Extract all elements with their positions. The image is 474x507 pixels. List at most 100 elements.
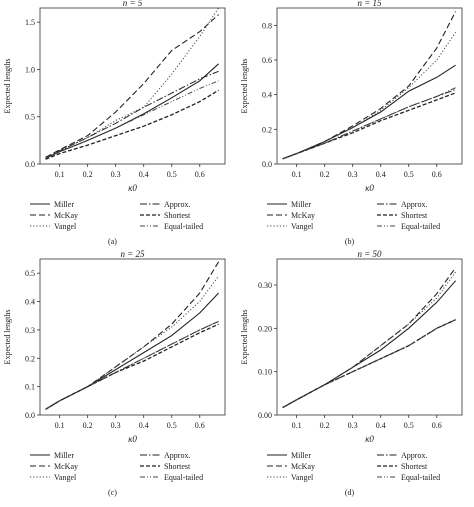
x-tick-label: 0.6: [195, 170, 205, 179]
x-tick-label: 0.5: [404, 170, 414, 179]
legend-label-shortest: Shortest: [164, 211, 191, 220]
series-line-miller: [45, 292, 219, 410]
series-line-approx: [282, 89, 456, 160]
legend-label-equal: Equal-tailed: [164, 473, 203, 482]
y-tick-label: 0.10: [258, 368, 272, 377]
legend-label-vangel: Vangel: [54, 473, 77, 482]
x-tick-label: 0.4: [376, 170, 386, 179]
x-tick-label: 0.4: [376, 421, 386, 430]
chart-panel-3: n = 25 0.1 0.2 0.3 0.4 0.5 0.6 0.0 0.1 0.2 0.3 0.4 0…: [3, 249, 226, 497]
panel-caption: (b): [345, 237, 355, 246]
series-line-miller: [282, 64, 456, 160]
series-line-mckay: [45, 261, 220, 410]
y-tick-label: 0.4: [25, 298, 35, 307]
y-tick-label: 0.6: [262, 56, 272, 65]
y-axis-label: Expected lengths: [240, 59, 249, 114]
legend-label-mckay: McKay: [291, 462, 315, 471]
series-line-vangel: [45, 7, 220, 159]
x-tick-label: 0.1: [55, 170, 65, 179]
x-tick-label: 0.6: [432, 170, 442, 179]
x-tick-label: 0.1: [292, 170, 302, 179]
series-line-vangel: [282, 271, 457, 409]
x-tick-label: 0.6: [432, 421, 442, 430]
panel-caption: (d): [345, 488, 355, 497]
y-tick-label: 0.2: [262, 125, 272, 134]
legend-label-vangel: Vangel: [291, 222, 314, 231]
y-tick-label: 0.30: [258, 281, 272, 290]
chart-title: n = 5: [123, 0, 143, 8]
series-line-equal: [282, 319, 456, 409]
panel-caption: (c): [108, 488, 117, 497]
series-line-equal: [45, 80, 219, 159]
y-tick-label: 0.1: [25, 383, 35, 392]
plot-frame: [276, 7, 463, 165]
series-line-mckay: [282, 267, 457, 409]
x-tick-label: 0.1: [55, 421, 65, 430]
chart-panel-4: n = 50 0.1 0.2 0.3 0.4 0.5 0.6 0.00 0.10 0.20 0.30…: [240, 249, 463, 497]
chart-title: n = 50: [357, 249, 382, 259]
y-tick-label: 0.3: [25, 326, 35, 335]
x-tick-label: 0.6: [195, 421, 205, 430]
y-tick-label: 0.00: [258, 411, 272, 420]
chart-title: n = 15: [357, 0, 382, 8]
series-line-shortest: [282, 92, 456, 160]
x-tick-label: 0.1: [292, 421, 302, 430]
chart-title: n = 25: [120, 249, 145, 259]
legend-label-equal: Equal-tailed: [401, 473, 440, 482]
y-tick-label: 0.0: [25, 411, 35, 420]
series-line-shortest: [45, 89, 219, 160]
y-tick-label: 0.5: [25, 269, 35, 278]
legend-label-miller: Miller: [54, 200, 74, 209]
x-tick-label: 0.5: [404, 421, 414, 430]
x-axis-label: κ0: [128, 183, 137, 193]
y-tick-label: 0.4: [262, 91, 272, 100]
series-line-equal: [45, 320, 219, 410]
plot-frame: [276, 258, 463, 416]
x-axis-label: κ0: [128, 434, 137, 444]
y-tick-label: 0.8: [262, 21, 272, 30]
legend-label-mckay: McKay: [54, 462, 78, 471]
plot-frame: [39, 7, 226, 165]
series-line-vangel: [45, 275, 220, 410]
x-tick-label: 0.3: [348, 170, 358, 179]
y-tick-label: 1.0: [25, 65, 35, 74]
legend-label-shortest: Shortest: [164, 462, 191, 471]
x-tick-label: 0.5: [167, 421, 177, 430]
x-tick-label: 0.2: [83, 170, 93, 179]
x-tick-label: 0.3: [348, 421, 358, 430]
x-tick-label: 0.5: [167, 170, 177, 179]
x-axis-label: κ0: [365, 434, 374, 444]
legend-label-approx: Approx.: [401, 200, 427, 209]
y-tick-label: 0.0: [25, 160, 35, 169]
x-tick-label: 0.3: [111, 170, 121, 179]
y-tick-label: 0.5: [25, 113, 35, 122]
legend-label-equal: Equal-tailed: [401, 222, 440, 231]
x-tick-label: 0.2: [320, 170, 330, 179]
series-line-miller: [282, 280, 457, 409]
legend-label-shortest: Shortest: [401, 211, 428, 220]
chart-panel-1: n = 5 0.1 0.2 0.3 0.4 0.5 0.6 0.0 0.5 1.0 1.5 κ0 Exp…: [3, 0, 226, 246]
x-tick-label: 0.2: [83, 421, 93, 430]
legend-label-equal: Equal-tailed: [164, 222, 203, 231]
x-tick-label: 0.2: [320, 421, 330, 430]
series-line-shortest: [45, 323, 219, 410]
legend-label-vangel: Vangel: [291, 473, 314, 482]
x-tick-label: 0.4: [139, 170, 149, 179]
y-tick-label: 0.2: [25, 354, 35, 363]
plot-frame: [39, 258, 226, 416]
y-tick-label: 1.5: [25, 18, 35, 27]
legend-label-approx: Approx.: [401, 451, 427, 460]
legend-label-miller: Miller: [54, 451, 74, 460]
series-line-vangel: [282, 32, 457, 160]
series-line-approx: [45, 70, 219, 159]
legend-label-approx: Approx.: [164, 200, 190, 209]
y-tick-label: 0.20: [258, 324, 272, 333]
y-axis-label: Expected lengths: [240, 310, 249, 365]
panel-caption: (a): [108, 237, 117, 246]
x-axis-label: κ0: [365, 183, 374, 193]
x-tick-label: 0.3: [111, 421, 121, 430]
legend-label-miller: Miller: [291, 451, 311, 460]
chart-panel-2: n = 15 0.1 0.2 0.3 0.4 0.5 0.6 0.0 0.2 0.4 0.6 0.8 κ…: [240, 0, 463, 246]
